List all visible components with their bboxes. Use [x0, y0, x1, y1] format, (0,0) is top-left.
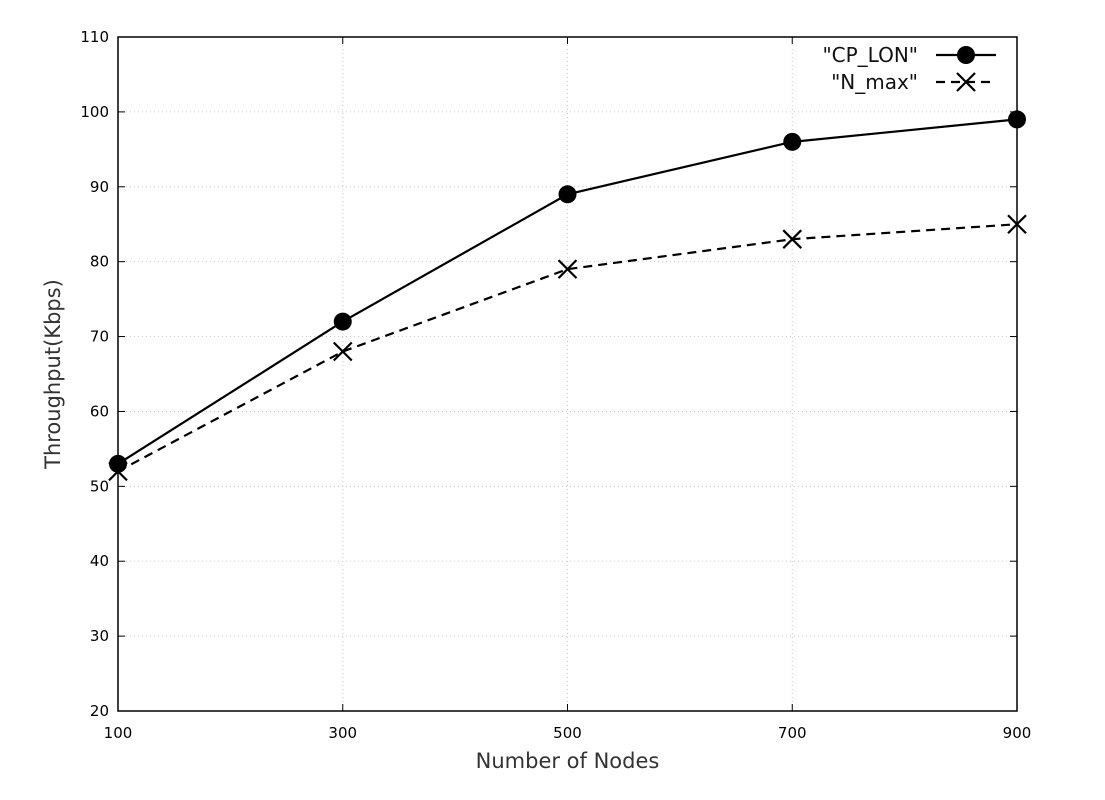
cross-stroke — [557, 259, 578, 279]
series-line — [117, 223, 1018, 473]
series-1 — [108, 214, 1027, 482]
legend-item: "N_max" — [831, 70, 996, 94]
y-axis-title: Throughput(Kbps) — [41, 279, 65, 470]
y-tick-label: 90 — [90, 178, 109, 196]
data-point — [557, 259, 578, 279]
y-tick-label: 50 — [90, 477, 109, 495]
y-tick-label: 40 — [90, 552, 109, 570]
legend-marker — [957, 46, 975, 64]
data-point — [333, 312, 352, 331]
legend-label: "N_max" — [831, 70, 918, 94]
x-tick-label: 700 — [778, 724, 807, 742]
legend-marker — [956, 72, 976, 92]
data-point — [332, 341, 353, 362]
grid-lines — [118, 37, 1017, 711]
cross-stroke — [956, 72, 976, 92]
plot-area-frame — [117, 36, 1018, 712]
series-0 — [109, 110, 1026, 473]
x-tick-label: 900 — [1003, 724, 1032, 742]
legend-item: "CP_LON" — [822, 43, 996, 67]
series-line — [117, 118, 1018, 465]
y-tick-label: 60 — [90, 402, 109, 420]
axis-ticks: 20 30 40 50 60 70 80 90 100 110 100 300 500 700 900 — [80, 28, 1031, 742]
data-point — [782, 229, 803, 249]
y-tick-label: 30 — [90, 627, 109, 645]
y-tick-label: 100 — [80, 103, 109, 121]
legend-label: "CP_LON" — [822, 43, 918, 67]
cross-stroke — [782, 229, 803, 249]
x-tick-label: 100 — [104, 724, 133, 742]
legend: "CP_LON" "N_max" — [822, 43, 996, 94]
x-tick-label: 500 — [553, 724, 582, 742]
y-tick-label: 20 — [90, 702, 109, 720]
data-point — [783, 132, 802, 151]
y-tick-label: 110 — [80, 28, 109, 46]
y-tick-label: 70 — [90, 328, 109, 346]
x-tick-label: 300 — [328, 724, 357, 742]
x-axis-title: Number of Nodes — [476, 749, 660, 773]
y-tick-label: 80 — [90, 253, 109, 271]
cross-stroke — [332, 341, 353, 362]
data-point — [558, 185, 577, 204]
